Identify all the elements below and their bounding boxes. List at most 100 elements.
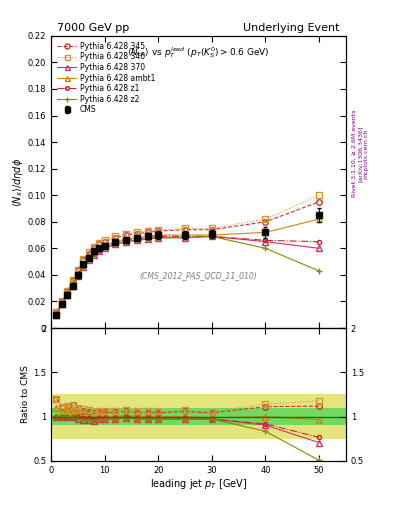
Pythia 6.428 346 (183, 225, 187, 231)
Pythia 6.428 z2 (102, 245, 107, 251)
Pythia 6.428 z2 (317, 268, 321, 274)
Pythia 6.428 345 (86, 250, 91, 257)
Pythia 6.428 ambt1 (86, 254, 91, 261)
Line: Pythia 6.428 370: Pythia 6.428 370 (54, 233, 322, 317)
Pythia 6.428 ambt1 (209, 232, 214, 238)
Pythia 6.428 z1 (209, 233, 214, 240)
Line: Pythia 6.428 345: Pythia 6.428 345 (54, 199, 322, 315)
Pythia 6.428 370 (65, 292, 70, 298)
Pythia 6.428 346 (70, 277, 75, 283)
Y-axis label: Ratio to CMS: Ratio to CMS (21, 366, 30, 423)
Pythia 6.428 370 (263, 239, 268, 245)
Pythia 6.428 z1 (59, 301, 64, 307)
Pythia 6.428 z1 (97, 247, 102, 253)
Text: $\langle N_{ch}\rangle$ vs $p_T^{lead}$ ($p_T(K_S^0) > 0.6$ GeV): $\langle N_{ch}\rangle$ vs $p_T^{lead}$ … (127, 45, 270, 59)
Pythia 6.428 370 (124, 239, 129, 245)
Pythia 6.428 346 (81, 256, 86, 262)
Pythia 6.428 346 (59, 298, 64, 305)
Pythia 6.428 346 (75, 266, 80, 272)
Pythia 6.428 ambt1 (97, 245, 102, 251)
Pythia 6.428 346 (86, 249, 91, 255)
Pythia 6.428 ambt1 (65, 289, 70, 295)
Pythia 6.428 z1 (134, 236, 139, 242)
Pythia 6.428 z2 (81, 264, 86, 270)
Pythia 6.428 370 (102, 245, 107, 251)
Pythia 6.428 370 (113, 241, 118, 247)
Pythia 6.428 z1 (156, 233, 161, 240)
Pythia 6.428 370 (81, 264, 86, 270)
Pythia 6.428 z1 (54, 312, 59, 318)
Pythia 6.428 345 (54, 309, 59, 315)
Pythia 6.428 ambt1 (134, 234, 139, 241)
Pythia 6.428 z2 (75, 273, 80, 279)
Pythia 6.428 370 (183, 234, 187, 241)
Pythia 6.428 345 (92, 245, 96, 251)
Pythia 6.428 ambt1 (263, 229, 268, 236)
Pythia 6.428 370 (75, 273, 80, 279)
Pythia 6.428 345 (113, 234, 118, 241)
Pythia 6.428 370 (70, 283, 75, 289)
Pythia 6.428 346 (102, 237, 107, 243)
Line: Pythia 6.428 z1: Pythia 6.428 z1 (54, 234, 321, 317)
Pythia 6.428 z1 (124, 237, 129, 243)
Pythia 6.428 z1 (113, 240, 118, 246)
Pythia 6.428 345 (70, 277, 75, 283)
Pythia 6.428 z1 (86, 256, 91, 262)
Pythia 6.428 346 (65, 288, 70, 294)
Pythia 6.428 345 (81, 257, 86, 263)
Pythia 6.428 370 (317, 245, 321, 251)
Pythia 6.428 ambt1 (113, 239, 118, 245)
Pythia 6.428 z2 (134, 237, 139, 243)
Text: Underlying Event: Underlying Event (243, 23, 340, 33)
Pythia 6.428 ambt1 (75, 270, 80, 276)
Pythia 6.428 z2 (209, 233, 214, 240)
Pythia 6.428 345 (183, 227, 187, 233)
Pythia 6.428 346 (209, 225, 214, 231)
Pythia 6.428 ambt1 (102, 243, 107, 249)
Pythia 6.428 z2 (183, 234, 187, 241)
Pythia 6.428 370 (92, 252, 96, 258)
Pythia 6.428 z2 (59, 301, 64, 307)
Text: mcplots.cern.ch: mcplots.cern.ch (364, 129, 369, 179)
Pythia 6.428 345 (102, 239, 107, 245)
Pythia 6.428 z1 (102, 244, 107, 250)
Pythia 6.428 370 (54, 312, 59, 318)
Pythia 6.428 370 (97, 248, 102, 254)
Pythia 6.428 z1 (92, 250, 96, 257)
Pythia 6.428 370 (145, 236, 150, 242)
Pythia 6.428 ambt1 (124, 236, 129, 242)
Text: [arXiv:1306.3436]: [arXiv:1306.3436] (358, 125, 363, 182)
Pythia 6.428 346 (92, 244, 96, 250)
Pythia 6.428 z1 (81, 263, 86, 269)
Pythia 6.428 z2 (97, 248, 102, 254)
Pythia 6.428 ambt1 (156, 232, 161, 238)
Text: Rivet 3.1.10, ≥ 2.6M events: Rivet 3.1.10, ≥ 2.6M events (352, 110, 357, 197)
Pythia 6.428 346 (134, 229, 139, 236)
Pythia 6.428 z1 (75, 272, 80, 278)
Pythia 6.428 370 (156, 234, 161, 241)
Pythia 6.428 z1 (70, 283, 75, 289)
Pythia 6.428 z1 (65, 292, 70, 298)
Pythia 6.428 345 (317, 199, 321, 205)
Legend: Pythia 6.428 345, Pythia 6.428 346, Pythia 6.428 370, Pythia 6.428 ambt1, Pythia: Pythia 6.428 345, Pythia 6.428 346, Pyth… (55, 39, 158, 116)
Text: (CMS_2012_PAS_QCD_11_010): (CMS_2012_PAS_QCD_11_010) (140, 271, 257, 280)
Pythia 6.428 z2 (92, 252, 96, 258)
Pythia 6.428 z2 (263, 245, 268, 251)
Pythia 6.428 346 (263, 216, 268, 222)
Pythia 6.428 z2 (145, 236, 150, 242)
Pythia 6.428 z1 (183, 233, 187, 240)
Pythia 6.428 345 (97, 241, 102, 247)
Pythia 6.428 z2 (124, 239, 129, 245)
Pythia 6.428 ambt1 (317, 216, 321, 222)
Pythia 6.428 370 (209, 233, 214, 240)
Line: Pythia 6.428 346: Pythia 6.428 346 (54, 193, 322, 315)
Pythia 6.428 345 (59, 298, 64, 305)
Pythia 6.428 z2 (156, 234, 161, 241)
Pythia 6.428 ambt1 (59, 300, 64, 306)
Pythia 6.428 ambt1 (92, 249, 96, 255)
Pythia 6.428 345 (134, 230, 139, 237)
Pythia 6.428 345 (75, 266, 80, 272)
Pythia 6.428 ambt1 (54, 310, 59, 316)
Pythia 6.428 345 (65, 288, 70, 294)
Pythia 6.428 346 (97, 240, 102, 246)
